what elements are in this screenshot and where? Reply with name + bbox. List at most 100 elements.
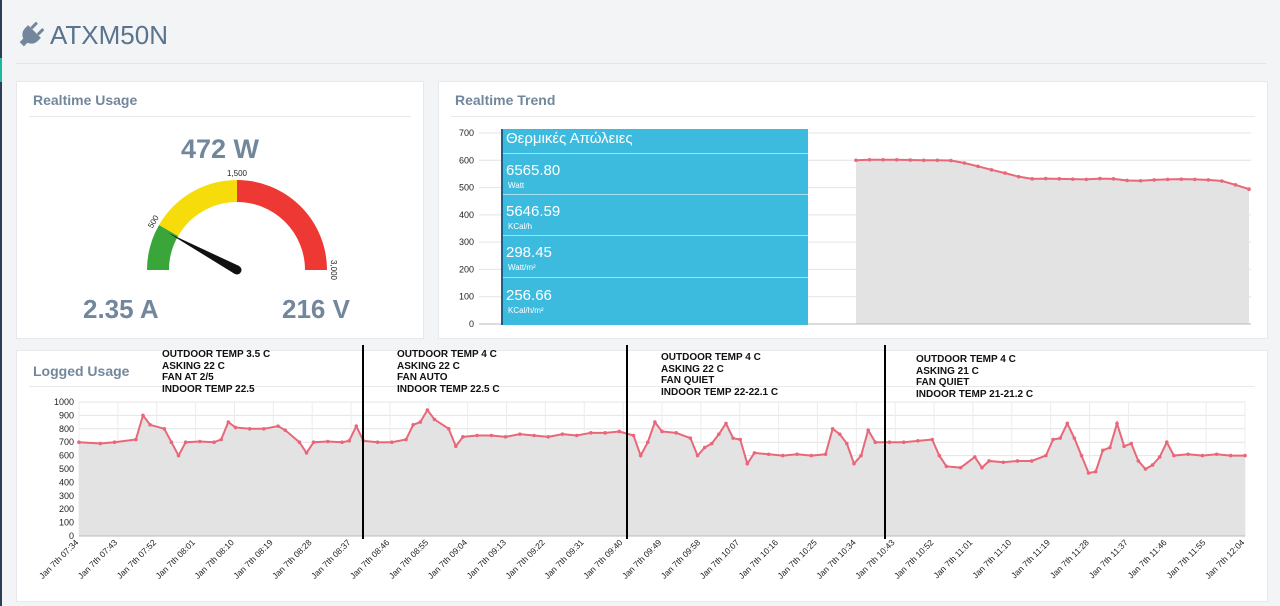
data-point bbox=[709, 441, 714, 446]
data-point bbox=[148, 422, 152, 427]
data-point bbox=[1164, 440, 1169, 444]
panel-title: Realtime Trend bbox=[455, 92, 556, 108]
annotation-line: FAN AUTO bbox=[397, 372, 448, 383]
data-point bbox=[717, 432, 721, 436]
y-tick-label: 100 bbox=[459, 292, 474, 302]
data-point bbox=[1057, 177, 1062, 181]
segment-divider-line bbox=[884, 345, 886, 539]
data-point bbox=[354, 424, 359, 428]
data-point bbox=[674, 431, 679, 435]
data-point bbox=[247, 427, 252, 431]
y-tick-label: 700 bbox=[459, 128, 474, 138]
data-point bbox=[1108, 445, 1112, 450]
series-points bbox=[854, 157, 1251, 192]
data-point bbox=[454, 444, 458, 449]
info-value: 6565.80 bbox=[506, 162, 561, 179]
x-tick-label: Jan 7th 08:55 bbox=[387, 537, 431, 581]
x-tick-label: Jan 7th 11:37 bbox=[1087, 537, 1130, 580]
y-tick-label: 500 bbox=[59, 464, 74, 474]
plug-icon bbox=[19, 21, 45, 47]
x-tick-label: Jan 7th 11:10 bbox=[970, 537, 1013, 580]
x-tick-label: Jan 7th 11:01 bbox=[931, 537, 974, 580]
data-point bbox=[503, 435, 508, 439]
x-tick-label: Jan 7th 08:10 bbox=[192, 537, 236, 581]
data-point bbox=[461, 435, 465, 439]
data-point bbox=[141, 413, 145, 418]
data-point bbox=[176, 453, 181, 458]
data-point bbox=[404, 437, 408, 442]
data-point bbox=[276, 424, 280, 428]
info-unit: Watt/m² bbox=[508, 263, 536, 272]
data-point bbox=[845, 441, 849, 446]
y-tick-label: 700 bbox=[59, 437, 74, 447]
annotation-segment-1: OUTDOOR TEMP 3.5 C ASKING 22 C FAN AT 2/… bbox=[162, 349, 270, 395]
data-point bbox=[1220, 179, 1224, 183]
data-point bbox=[1072, 436, 1077, 440]
x-tick-label: Jan 7th 09:49 bbox=[620, 537, 664, 581]
data-point bbox=[489, 433, 494, 438]
gauge-zone-arc bbox=[159, 180, 238, 237]
y-tick-label: 0 bbox=[69, 531, 74, 541]
data-point bbox=[532, 433, 536, 438]
data-point bbox=[695, 453, 700, 458]
data-point bbox=[881, 157, 885, 162]
data-point bbox=[1001, 460, 1006, 465]
data-point bbox=[1086, 471, 1091, 475]
data-point bbox=[1152, 178, 1156, 182]
data-point bbox=[958, 465, 963, 470]
panel-title: Realtime Usage bbox=[33, 92, 138, 108]
data-point bbox=[560, 432, 565, 436]
data-point bbox=[830, 427, 835, 431]
y-tick-label: 100 bbox=[59, 518, 74, 528]
x-tick-label: Jan 7th 09:40 bbox=[581, 537, 625, 581]
x-tick-label: Jan 7th 08:01 bbox=[154, 537, 198, 581]
data-point bbox=[1098, 176, 1102, 181]
data-point bbox=[1247, 187, 1251, 192]
annotation-line: OUTDOOR TEMP 4 C bbox=[916, 354, 1016, 365]
data-point bbox=[976, 164, 980, 169]
info-row-watt-m2: 298.45 Watt/m² bbox=[503, 235, 808, 277]
data-point bbox=[183, 440, 188, 444]
data-point bbox=[766, 452, 771, 457]
annotation-segment-3: OUTDOOR TEMP 4 C ASKING 22 C FAN QUIET I… bbox=[661, 352, 778, 398]
data-point bbox=[1051, 437, 1055, 442]
data-point bbox=[617, 429, 622, 434]
data-point bbox=[702, 445, 707, 450]
data-point bbox=[1044, 453, 1048, 458]
info-value: 256.66 bbox=[506, 287, 552, 304]
logged-usage-chart: 0 100 200 300 400 500 600 700 800 900 1000 Jan 7th … bbox=[37, 397, 1247, 581]
divider bbox=[29, 386, 1255, 387]
annotation-segment-4: OUTDOOR TEMP 4 C ASKING 21 C FAN QUIET I… bbox=[916, 354, 1033, 400]
data-point bbox=[1058, 436, 1062, 440]
data-point bbox=[1030, 177, 1034, 181]
data-point bbox=[854, 158, 858, 163]
annotation-line: INDOOR TEMP 22.5 C bbox=[397, 383, 500, 395]
data-point bbox=[475, 433, 479, 438]
data-point bbox=[1111, 177, 1116, 181]
info-row-watt: 6565.80 Watt bbox=[503, 153, 808, 194]
y-tick-label: 600 bbox=[59, 451, 74, 461]
logged-usage-panel: Logged Usage 0 100 200 300 400 500 600 700 800 90… bbox=[16, 350, 1268, 602]
data-point bbox=[1214, 452, 1219, 457]
data-point bbox=[1186, 452, 1190, 457]
data-point bbox=[1125, 178, 1129, 183]
info-unit: Watt bbox=[508, 181, 525, 190]
data-point bbox=[347, 439, 351, 443]
realtime-usage-panel: Realtime Usage 472 W 500 1,500 3,000 2.35 … bbox=[16, 81, 424, 339]
info-row-kcal-m2: 256.66 KCal/h/m² bbox=[503, 277, 808, 325]
data-point bbox=[390, 440, 394, 444]
x-tick-label: Jan 7th 08:19 bbox=[231, 537, 275, 581]
data-point bbox=[660, 429, 664, 434]
data-point bbox=[311, 440, 316, 444]
data-point bbox=[887, 440, 892, 444]
data-point bbox=[418, 420, 423, 424]
data-point bbox=[688, 436, 693, 440]
x-tick-label: Jan 7th 07:52 bbox=[115, 537, 159, 581]
data-point bbox=[546, 435, 551, 439]
data-point bbox=[908, 158, 913, 162]
data-point bbox=[937, 453, 942, 458]
x-tick-label: Jan 7th 07:34 bbox=[37, 537, 81, 581]
data-point bbox=[1101, 448, 1105, 453]
data-point bbox=[1165, 177, 1170, 182]
